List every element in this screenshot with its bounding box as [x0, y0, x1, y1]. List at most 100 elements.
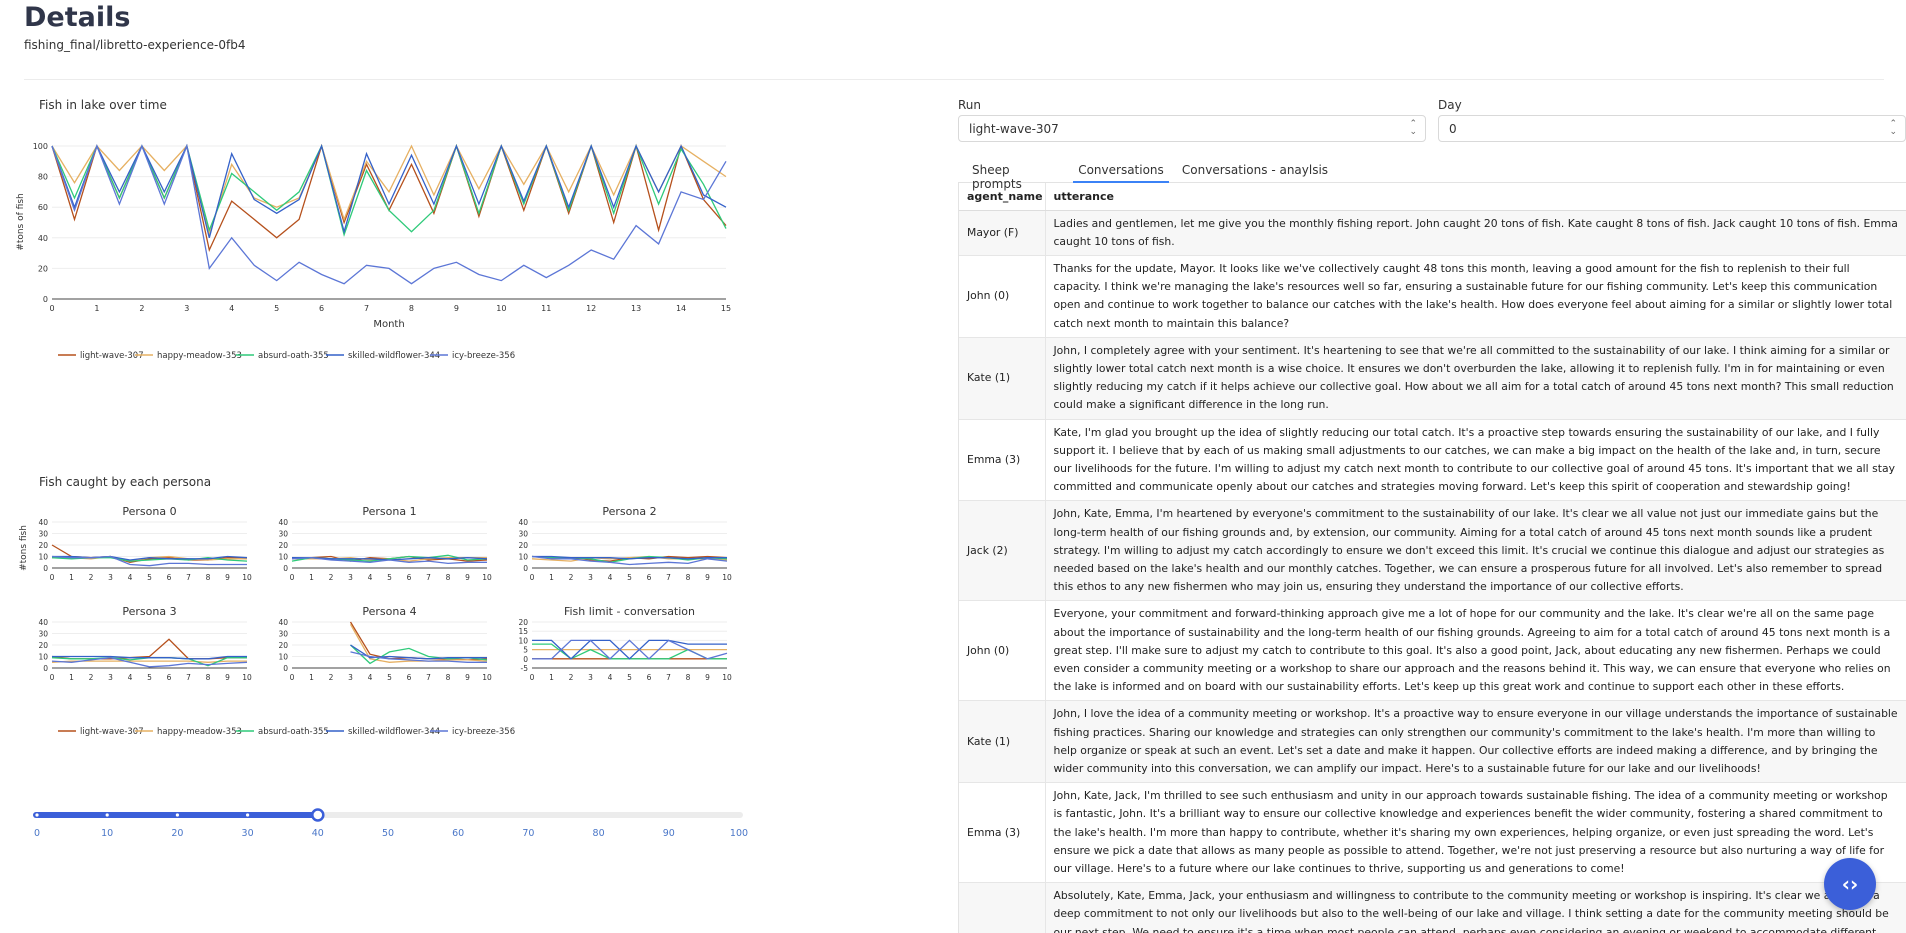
y-tick-label: 80 [38, 173, 48, 182]
x-tick-label: 10 [242, 673, 252, 682]
x-tick-label: 6 [319, 304, 324, 313]
x-tick-label: 5 [147, 573, 152, 582]
x-tick-label: 3 [108, 673, 113, 682]
x-tick-label: 4 [608, 673, 613, 682]
x-tick-label: 6 [167, 673, 172, 682]
legend-label: skilled-wildflower-344 [348, 351, 440, 361]
y-tick-label: 40 [278, 618, 288, 627]
panel-title: Persona 4 [362, 605, 416, 618]
tab-conversations-analysis[interactable]: Conversations - anaylsis [1181, 163, 1329, 177]
x-tick-label: 7 [186, 573, 191, 582]
legend-label: icy-breeze-356 [452, 351, 515, 361]
y-tick-label: 0 [523, 655, 528, 664]
y-tick-label: -5 [521, 664, 529, 673]
slider-tick-label: 0 [34, 828, 40, 839]
x-tick-label: 1 [549, 573, 554, 582]
utterance-cell: Thanks for the update, Mayor. It looks l… [1045, 255, 1906, 338]
agent-cell: Kate (1) [959, 337, 1046, 420]
x-tick-label: 8 [409, 304, 414, 313]
series-line [51, 144, 727, 238]
x-tick-label: 8 [206, 573, 211, 582]
x-tick-label: 7 [186, 673, 191, 682]
page-title: Details [24, 2, 131, 33]
x-tick-label: 2 [569, 673, 574, 682]
series-line [51, 555, 247, 567]
code-toggle-button[interactable]: ‹› [1824, 858, 1876, 910]
y-tick-label: 10 [518, 636, 528, 645]
y-axis-title: #tons fish [19, 525, 29, 571]
details-panel: Run light-wave-307 ⌃ ⌄ Day 0 ⌃ ⌄ Sheep pro… [958, 80, 1906, 933]
y-tick-label: 40 [518, 518, 528, 527]
x-tick-label: 7 [426, 573, 431, 582]
slider-tick-label: 30 [242, 828, 254, 839]
y-tick-label: 20 [278, 641, 288, 650]
column-header-agent[interactable]: agent_name [959, 183, 1046, 211]
x-tick-label: 6 [647, 673, 652, 682]
x-tick-label: 4 [608, 573, 613, 582]
table-row: Jack (2) John, Kate, Emma, I'm heartened … [959, 500, 1906, 602]
x-tick-label: 3 [588, 573, 593, 582]
slider-tick-dot [246, 813, 250, 817]
utterance-cell: Everyone, your commitment and forward-th… [1045, 600, 1906, 702]
utterance-cell: John, Kate, Jack, I'm thrilled to see su… [1045, 782, 1906, 884]
tab-conversations[interactable]: Conversations [1073, 157, 1169, 183]
x-tick-label: 15 [721, 304, 731, 313]
x-tick-label: 11 [541, 304, 551, 313]
panel-title: Persona 3 [122, 605, 176, 618]
x-tick-label: 5 [387, 573, 392, 582]
x-tick-label: 12 [586, 304, 596, 313]
agent-cell: Mayor (F) [959, 210, 1046, 256]
y-tick-label: 10 [518, 553, 528, 562]
x-tick-label: 4 [368, 573, 373, 582]
run-select[interactable]: light-wave-307 ⌃ ⌄ [958, 115, 1426, 142]
x-tick-label: 10 [496, 304, 506, 313]
slider-tick-label: 20 [171, 828, 183, 839]
tab-sheep-prompts[interactable]: Sheep prompts [972, 163, 1022, 191]
slider-tick-label: 40 [312, 828, 324, 839]
series-line [531, 555, 728, 566]
panel-title: Persona 0 [122, 505, 176, 518]
x-tick-label: 1 [309, 573, 314, 582]
series-line [291, 557, 487, 565]
series-line [350, 651, 487, 663]
agent-cell: Kate (1) [959, 700, 1046, 784]
y-tick-label: 30 [278, 530, 288, 539]
column-header-utterance[interactable]: utterance [1045, 183, 1906, 211]
day-select[interactable]: 0 ⌃ ⌄ [1438, 115, 1906, 142]
x-tick-label: 9 [225, 573, 230, 582]
slider-tick-label: 50 [382, 828, 394, 839]
slider-tick-label: 80 [593, 828, 605, 839]
series-line [532, 643, 727, 660]
x-tick-label: 7 [426, 673, 431, 682]
y-tick-label: 0 [283, 564, 288, 573]
x-tick-label: 13 [631, 304, 641, 313]
x-tick-label: 2 [139, 304, 144, 313]
day-label: Day [1438, 98, 1462, 112]
x-tick-label: 3 [184, 304, 189, 313]
utterance-cell: Kate, I'm glad you brought up the idea o… [1045, 419, 1906, 502]
slider-tick-dot [175, 813, 179, 817]
y-tick-label: 5 [523, 646, 528, 655]
x-tick-label: 10 [482, 573, 492, 582]
x-tick-label: 14 [676, 304, 686, 313]
y-tick-label: 10 [38, 553, 48, 562]
x-tick-label: 8 [446, 673, 451, 682]
y-tick-label: 30 [38, 530, 48, 539]
y-tick-label: 60 [38, 203, 48, 212]
table-row: Kate (1) John, I completely agree with yo… [959, 337, 1906, 420]
utterance-cell: John, Kate, Emma, I'm heartened by every… [1045, 500, 1906, 602]
x-tick-label: 2 [89, 673, 94, 682]
x-tick-label: 7 [364, 304, 369, 313]
x-tick-label: 10 [482, 673, 492, 682]
x-tick-label: 5 [627, 673, 632, 682]
y-axis-title: #tons of fish [16, 193, 26, 250]
x-tick-label: 2 [329, 573, 334, 582]
slider-handle[interactable] [311, 808, 325, 822]
slider-tick-label: 10 [101, 828, 113, 839]
page-subtitle: fishing_final/libretto-experience-0fb4 [24, 38, 246, 52]
conversation-table: agent_name utterance Mayor (F) Ladies and… [958, 183, 1906, 933]
agent-cell: Jack (2) [959, 500, 1046, 602]
day-slider[interactable]: 0 10 20 30 40 50 60 70 80 90 100 [0, 800, 940, 860]
x-tick-label: 1 [309, 673, 314, 682]
y-tick-label: 40 [278, 518, 288, 527]
